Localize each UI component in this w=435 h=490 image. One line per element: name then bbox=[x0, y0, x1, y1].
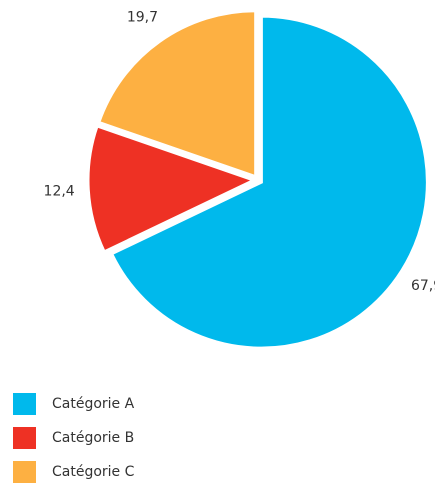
pie-slice bbox=[86, 124, 258, 254]
legend-swatch bbox=[13, 393, 36, 415]
legend-label: Catégorie C bbox=[52, 464, 135, 480]
legend-label: Catégorie B bbox=[52, 430, 134, 446]
legend-swatch bbox=[13, 461, 36, 483]
pie-slice bbox=[109, 14, 429, 350]
value-label: 19,7 bbox=[127, 10, 158, 26]
legend-label: Catégorie A bbox=[52, 396, 135, 412]
value-label: 12,4 bbox=[44, 183, 75, 199]
legend-swatch bbox=[13, 427, 36, 449]
value-label: 67,9 bbox=[411, 278, 435, 294]
pie-slice bbox=[96, 9, 258, 179]
